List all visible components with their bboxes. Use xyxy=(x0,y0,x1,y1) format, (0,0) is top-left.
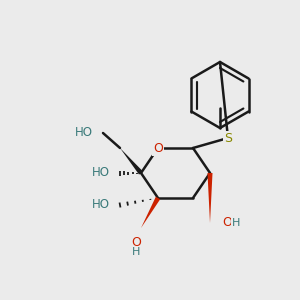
Polygon shape xyxy=(141,197,160,228)
Polygon shape xyxy=(120,148,143,175)
Text: O: O xyxy=(153,142,163,154)
Text: H: H xyxy=(232,218,240,228)
Text: HO: HO xyxy=(92,199,110,212)
Text: S: S xyxy=(224,131,232,145)
Text: O: O xyxy=(222,217,232,230)
Text: HO: HO xyxy=(75,127,93,140)
Text: O: O xyxy=(131,236,141,248)
Polygon shape xyxy=(208,173,212,223)
Text: HO: HO xyxy=(92,167,110,179)
Text: H: H xyxy=(132,247,140,257)
